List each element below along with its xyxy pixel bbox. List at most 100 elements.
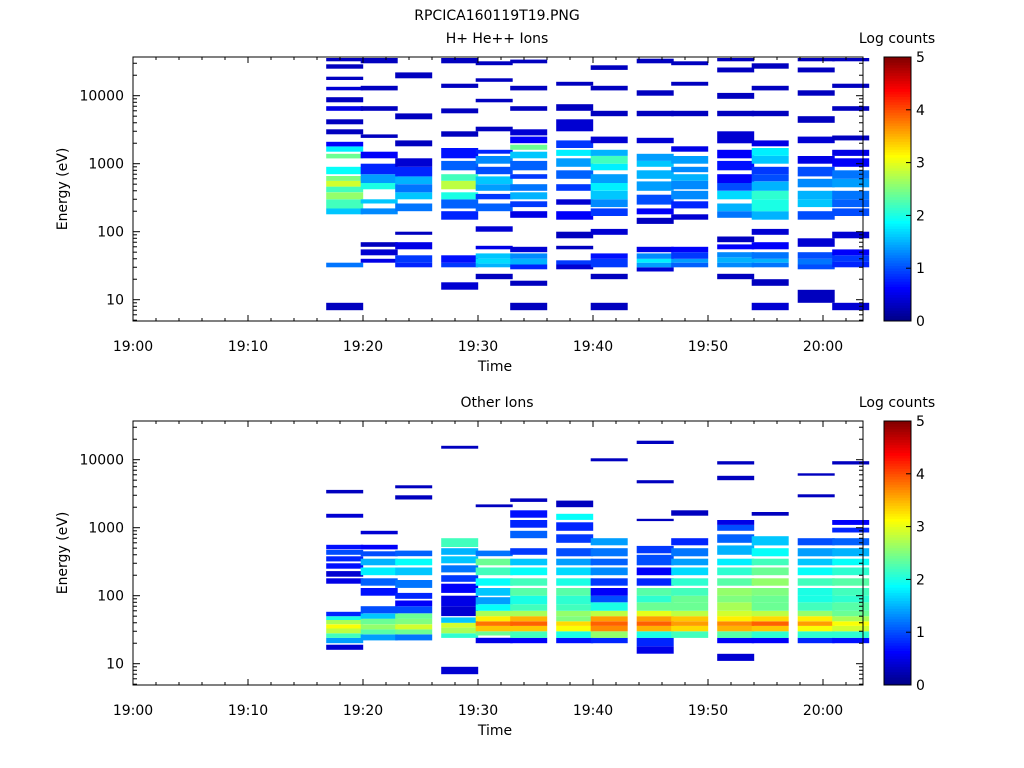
heatmap-cell: [395, 618, 433, 625]
panel-other-ions: Other Ions Energy (eV) Time 19:00 19:10 19…: [55, 395, 935, 739]
heatmap-cell: [510, 520, 548, 528]
colorbar-segment: [884, 141, 911, 145]
colorbar-segment: [884, 616, 911, 620]
colorbar-segment: [884, 545, 911, 549]
heatmap-cell: [590, 610, 628, 617]
colorbar-segment: [884, 492, 911, 496]
heatmap-cell: [717, 610, 755, 617]
colorbar-segment: [884, 655, 911, 659]
heatmap-cell: [671, 156, 709, 164]
colorbar-segment: [884, 529, 911, 533]
heatmap-cell: [326, 176, 364, 181]
heatmap-cell: [326, 146, 364, 152]
heatmap-cell: [556, 140, 594, 148]
heatmap-cell: [832, 631, 870, 638]
heatmap-cell: [636, 616, 674, 622]
heatmap-cell: [671, 190, 709, 200]
colorbar-segment: [884, 278, 911, 282]
colorbar-tick-label: 3: [916, 520, 925, 536]
heatmap-cell: [395, 255, 433, 263]
colorbar-label: Log counts: [859, 395, 935, 411]
x-tick-label: 20:00: [803, 339, 843, 355]
heatmap-cell: [590, 567, 628, 576]
colorbar-label: Log counts: [859, 31, 935, 47]
x-tick-label: 19:30: [458, 703, 498, 719]
heatmap-cell: [717, 602, 755, 611]
heatmap-cell: [475, 597, 513, 605]
colorbar-tick-label: 1: [916, 261, 925, 277]
colorbar-segment: [884, 666, 911, 670]
colorbar-segment: [884, 444, 911, 448]
colorbar-segment: [884, 518, 911, 522]
heatmap-cell: [326, 208, 364, 215]
heatmap-cell: [441, 108, 479, 114]
heatmap-cell: [510, 85, 548, 91]
colorbar: 0 1 2 3 4 5: [883, 414, 925, 694]
colorbar-segment: [884, 460, 911, 464]
heatmap-cell: [441, 255, 479, 263]
heatmap-cell: [751, 602, 789, 611]
y-tick-label: 1000: [88, 521, 124, 537]
colorbar-segment: [884, 270, 911, 274]
heatmap-cell: [510, 498, 548, 502]
heatmap-cell: [510, 258, 548, 265]
heatmap-cell: [556, 637, 594, 644]
heatmap-cell: [636, 246, 674, 253]
colorbar-segment: [884, 661, 911, 665]
heatmap-cell: [751, 637, 789, 644]
heatmap-cell: [441, 160, 479, 171]
heatmap-cell: [556, 170, 594, 179]
colorbar-segment: [884, 307, 911, 311]
heatmap-cell: [556, 616, 594, 622]
y-tick-label: 10: [106, 657, 124, 673]
heatmap-cells: [326, 58, 870, 311]
heatmap-cell: [751, 567, 789, 576]
heatmap-cell: [636, 567, 674, 576]
x-tick-label: 19:10: [228, 339, 268, 355]
x-tick-label: 19:20: [343, 339, 383, 355]
colorbar-segment: [884, 112, 911, 116]
heatmap-cell: [475, 625, 513, 632]
heatmap-cell: [510, 201, 548, 208]
colorbar-segment: [884, 91, 911, 95]
heatmap-cell: [832, 135, 870, 141]
heatmap-cell: [441, 666, 479, 675]
colorbar-frame: [883, 420, 912, 686]
heatmap-cell: [717, 475, 755, 481]
colorbar-segment: [884, 629, 911, 633]
colorbar-segment: [884, 305, 911, 309]
colorbar-segment: [884, 215, 911, 219]
heatmap-cell: [475, 226, 513, 232]
colorbar-segment: [884, 452, 911, 456]
heatmap-cell: [475, 504, 513, 508]
colorbar-segment: [884, 154, 911, 158]
heatmap-cell: [475, 253, 513, 259]
colorbar-segment: [884, 653, 911, 657]
heatmap-cell: [360, 544, 398, 550]
colorbar-segment: [884, 236, 911, 240]
colorbar-tick-label: 2: [916, 572, 925, 588]
heatmap-cell: [832, 588, 870, 596]
colorbar-segment: [884, 170, 911, 174]
heatmap-cell: [395, 166, 433, 177]
heatmap-cell: [636, 253, 674, 259]
heatmap-cell: [832, 527, 870, 533]
heatmap-cell: [360, 558, 398, 566]
heatmap-cell: [671, 110, 709, 117]
heatmap-cell: [717, 567, 755, 576]
heatmap-cell: [751, 110, 789, 117]
heatmap-cell: [395, 113, 433, 120]
heatmap-cell: [556, 610, 594, 617]
heatmap-cell: [360, 249, 398, 256]
heatmap-cell: [832, 567, 870, 576]
colorbar-segment: [884, 671, 911, 675]
heatmap-cell: [751, 181, 789, 191]
colorbar-segment: [884, 202, 911, 206]
colorbar-segment: [884, 218, 911, 222]
heatmap-cell: [797, 602, 835, 611]
colorbar-segment: [884, 78, 911, 82]
heatmap-cell: [717, 92, 755, 99]
heatmap-cell: [671, 180, 709, 190]
heatmap-cell: [510, 637, 548, 644]
